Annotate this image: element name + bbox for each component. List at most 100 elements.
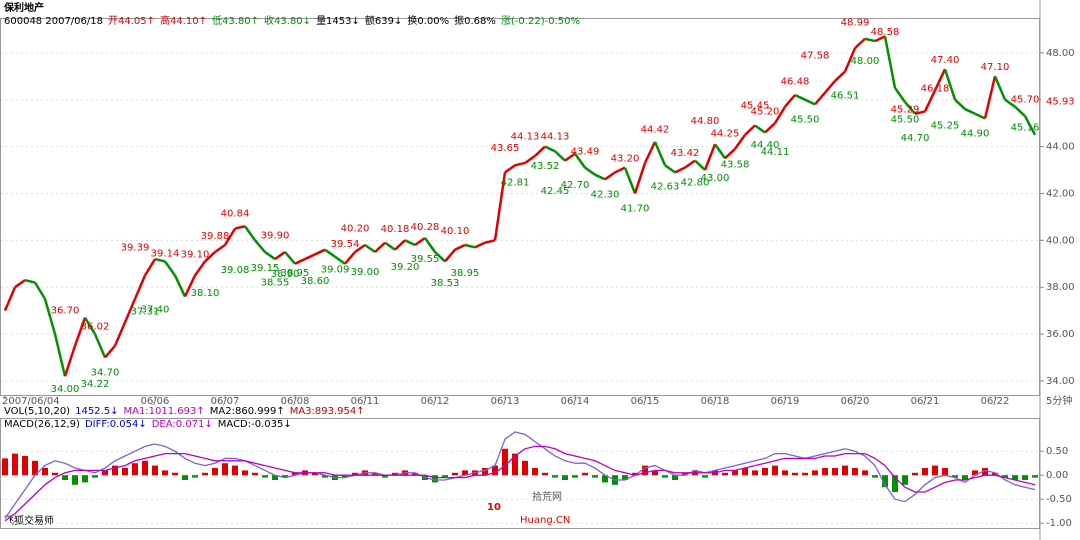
low-label: 42.45: [541, 186, 570, 197]
high-label: 43.65: [491, 143, 520, 154]
low-label: 44.11: [761, 147, 790, 158]
price-segment: [43, 298, 57, 335]
quote-line: 600048 2007/06/18 开44.05↑ 高44.10↑ 低43.80↑ 收4…: [4, 14, 580, 27]
x-tick-label: 06/08: [281, 396, 310, 407]
watermark-logo: 10: [487, 502, 501, 513]
high-label: 44.13: [541, 132, 570, 143]
high-label: 44.80: [691, 116, 720, 127]
high-label: 36.70: [51, 306, 80, 317]
x-tick-label: 06/22: [981, 396, 1010, 407]
high-label: 39.54: [331, 239, 360, 250]
macd-bar: [72, 475, 78, 485]
high-label: 45.45: [741, 101, 770, 112]
price-segment: [163, 260, 177, 277]
macd-bar: [762, 468, 768, 476]
price-segment: [73, 317, 87, 347]
price-segment: [334, 255, 346, 265]
low-label: 38.53: [431, 278, 460, 289]
price-segment: [374, 241, 386, 253]
price-segment: [214, 243, 226, 254]
price-segment: [834, 70, 846, 82]
y-tick-label: 38.00: [1046, 282, 1075, 293]
low-label: 39.55: [411, 254, 440, 265]
price-segment: [883, 36, 897, 89]
low-label: 39.20: [391, 262, 420, 273]
price-segment: [524, 154, 536, 164]
high-label: 39.14: [151, 248, 180, 259]
macd-bar: [772, 465, 778, 476]
low-label: 43.00: [701, 173, 730, 184]
macd-bar: [212, 468, 218, 476]
price-segment: [154, 257, 166, 263]
price-segment: [933, 68, 947, 91]
text-segment: 涨(-0.22)-0.50%: [501, 15, 580, 27]
macd-bar: [322, 475, 328, 478]
text-segment: DIFF:0.054↓: [85, 419, 147, 430]
low-label: 37.31: [131, 306, 160, 317]
macd-bar: [62, 475, 68, 480]
macd-bar: [282, 475, 288, 478]
price-segment: [284, 251, 296, 265]
macd-bar: [832, 468, 838, 476]
price-segment: [504, 164, 516, 174]
price-segment: [193, 260, 207, 277]
price-marker-bg: [1041, 95, 1079, 108]
x-tick-label: 06/11: [351, 396, 380, 407]
low-label: 38.10: [191, 288, 220, 299]
price-marker: 45.93: [1046, 96, 1075, 107]
y-tick-label: 42.00: [1046, 188, 1075, 199]
low-label: 48.00: [851, 56, 880, 67]
macd-bar: [152, 465, 158, 476]
text-segment: VOL(5,10,20): [4, 406, 70, 417]
price-segment: [754, 124, 766, 134]
price-segment: [804, 98, 816, 106]
price-segment: [264, 251, 276, 261]
low-label: 44.40: [751, 140, 780, 151]
low-label: 38.95: [451, 268, 480, 279]
macd-bar: [442, 475, 448, 478]
price-segment: [843, 47, 857, 73]
price-segment: [874, 35, 886, 43]
macd-bar: [372, 472, 378, 476]
price-segment: [923, 89, 937, 112]
text-segment: MACD:-0.035↓: [218, 419, 292, 430]
low-label: 45.16: [1011, 122, 1040, 133]
macd-bar: [182, 475, 188, 480]
price-segment: [904, 101, 916, 115]
price-segment: [584, 166, 596, 176]
high-label: 36.02: [81, 322, 110, 333]
macd-bar: [722, 472, 728, 476]
macd-bar: [162, 470, 168, 476]
macd-bar: [512, 453, 518, 476]
watermark-site: Huang.CN: [520, 515, 570, 526]
macd-bar: [752, 470, 758, 476]
macd-bar: [782, 470, 788, 476]
stock-name: 保利地产: [3, 1, 44, 14]
price-segment: [294, 257, 306, 265]
macd-line: MACD(26,12,9) DIFF:0.054↓ DEA:0.071↓ MACD:-…: [4, 419, 292, 430]
price-segment: [544, 145, 556, 153]
macd-line: [4, 431, 1036, 519]
text-segment: 振0.68%: [454, 14, 496, 27]
price-segment: [964, 107, 976, 115]
low-label: 37.40: [141, 304, 170, 315]
low-label: 42.81: [501, 177, 530, 188]
price-segment: [173, 274, 187, 298]
macd-bar: [892, 475, 898, 492]
macd-bar: [882, 475, 888, 488]
y-tick-label: 40.00: [1046, 235, 1075, 246]
low-label: 43.58: [721, 159, 750, 170]
low-label: 42.63: [651, 182, 680, 193]
high-label: 40.20: [341, 224, 370, 235]
high-label: 43.49: [571, 147, 600, 158]
macd-bar: [972, 470, 978, 476]
macd-bar: [32, 460, 38, 476]
y-tick-label: -1.00: [1046, 518, 1072, 529]
price-segment: [123, 298, 137, 323]
macd-bar: [812, 470, 818, 476]
price-segment: [454, 243, 466, 251]
price-segment: [314, 248, 326, 256]
price-segment: [344, 251, 356, 265]
low-label: 46.51: [831, 91, 860, 102]
